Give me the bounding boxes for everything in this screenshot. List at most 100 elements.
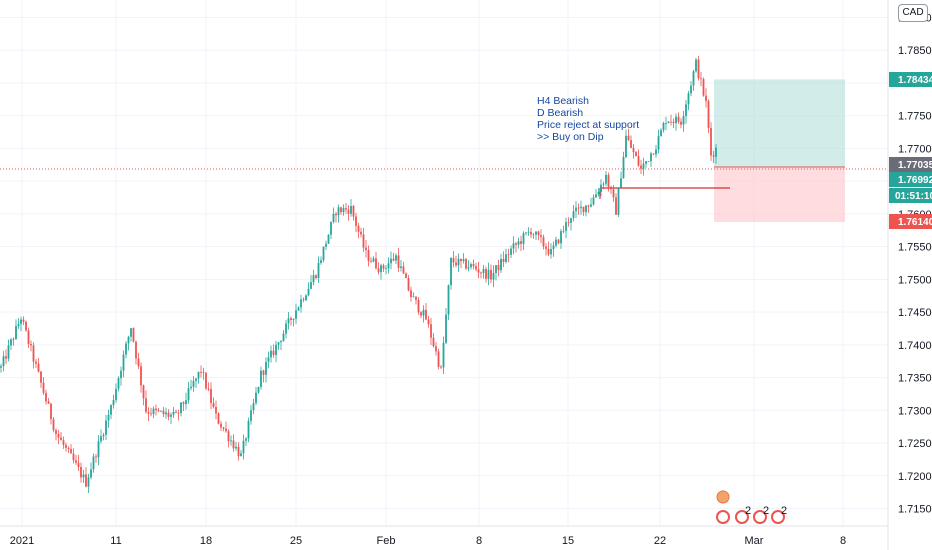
candle-body xyxy=(472,264,475,267)
support-level[interactable] xyxy=(599,187,730,199)
stop-loss-zone[interactable] xyxy=(714,167,845,222)
y-tick-label: 1.73000 xyxy=(898,405,932,417)
candle-body xyxy=(10,339,12,346)
globe-icon[interactable] xyxy=(716,490,730,504)
candle-body xyxy=(575,207,577,212)
candle-body xyxy=(487,269,490,279)
candle-body xyxy=(692,71,695,86)
candle-body xyxy=(462,259,465,262)
candle-body xyxy=(492,273,495,280)
y-tick-label: 1.72500 xyxy=(898,438,932,450)
candle-body xyxy=(327,234,330,244)
trade-annotation[interactable]: H4 Bearish D Bearish Price reject at sup… xyxy=(537,95,639,143)
annotation-line-3: Price reject at support xyxy=(537,119,639,131)
y-axis[interactable]: 1.790001.785001.780001.775001.770001.765… xyxy=(887,0,932,550)
bar-countdown: 01:51:10 xyxy=(895,191,932,202)
candle-body xyxy=(52,419,55,431)
stop-loss-price-badge xyxy=(889,214,932,229)
candle-body xyxy=(72,453,75,461)
last-price: 1.77035 xyxy=(898,160,932,171)
candle-body xyxy=(290,318,292,320)
candle-body xyxy=(132,328,135,342)
candle-body xyxy=(517,241,520,245)
candle-body xyxy=(140,366,142,386)
candle-body xyxy=(117,378,120,389)
candle-body xyxy=(490,269,492,280)
flag-icon-ca[interactable] xyxy=(771,510,785,524)
candle-body xyxy=(207,388,210,390)
candle-body xyxy=(307,288,310,296)
candle-body xyxy=(700,78,702,80)
x-tick-label: Mar xyxy=(745,535,764,547)
candle-body xyxy=(170,414,172,417)
candle-body xyxy=(15,326,17,340)
candle-body xyxy=(600,184,602,192)
candle-body xyxy=(37,363,40,372)
candle-body xyxy=(672,121,675,124)
candle-body xyxy=(470,264,472,268)
candle-body xyxy=(102,434,105,437)
candle-body xyxy=(540,235,542,238)
candle-body xyxy=(137,358,140,367)
candle-body xyxy=(82,474,85,478)
candle-body xyxy=(455,262,457,266)
candle-body xyxy=(360,231,362,235)
candle-body xyxy=(152,408,155,414)
candle-body xyxy=(182,402,185,404)
candle-body xyxy=(682,116,685,125)
candle-body xyxy=(237,446,240,457)
currency-badge[interactable]: CAD xyxy=(898,4,928,22)
candle-body xyxy=(477,269,480,273)
candle-body xyxy=(157,410,160,412)
candle-body xyxy=(607,174,610,187)
candle-body xyxy=(112,399,115,406)
candle-body xyxy=(130,328,132,337)
candle-body xyxy=(332,213,335,222)
candle-body xyxy=(352,205,355,217)
candle-body xyxy=(292,318,295,320)
candle-body xyxy=(312,275,315,283)
candle-body xyxy=(715,147,717,157)
candle-body xyxy=(420,312,422,316)
candle-body xyxy=(550,249,552,255)
take-profit-price: 1.78434 xyxy=(898,75,932,86)
candle-body xyxy=(242,440,245,454)
candle-body xyxy=(652,153,655,155)
candle-body xyxy=(465,259,467,269)
take-profit-zone[interactable] xyxy=(714,79,845,167)
candle-body xyxy=(642,163,645,169)
position-zones[interactable] xyxy=(714,79,845,222)
candle-body xyxy=(525,232,527,234)
candle-body xyxy=(142,385,145,399)
flag-icon-ca[interactable] xyxy=(716,510,730,524)
candle-body xyxy=(647,161,650,162)
candle-body xyxy=(362,234,365,248)
flag-icon-ca[interactable] xyxy=(753,510,767,524)
candle-body xyxy=(535,231,537,235)
candle-body xyxy=(22,319,25,322)
flag-icon-ca[interactable] xyxy=(735,510,749,524)
candle-body xyxy=(597,191,600,195)
candle-body xyxy=(475,266,477,270)
candle-body xyxy=(400,266,402,268)
candle-body xyxy=(542,237,545,247)
candle-body xyxy=(342,208,345,213)
candle-body xyxy=(435,346,437,352)
candle-body xyxy=(135,341,137,359)
candle-body xyxy=(660,130,662,137)
event-icons[interactable]: 2 2 2 xyxy=(716,490,787,524)
candle-body xyxy=(392,258,395,261)
candle-body xyxy=(710,127,712,156)
candle-body xyxy=(557,239,560,244)
event-count-badge: 2 xyxy=(763,505,769,517)
candle-body xyxy=(235,446,237,449)
candle-body xyxy=(545,246,547,249)
candle-body xyxy=(402,266,405,274)
candle-body xyxy=(55,430,57,435)
candle-body xyxy=(680,121,682,125)
candle-body xyxy=(390,258,392,264)
candle-body xyxy=(485,268,487,279)
candle-body xyxy=(330,221,332,235)
y-tick-label: 1.74500 xyxy=(898,307,932,319)
